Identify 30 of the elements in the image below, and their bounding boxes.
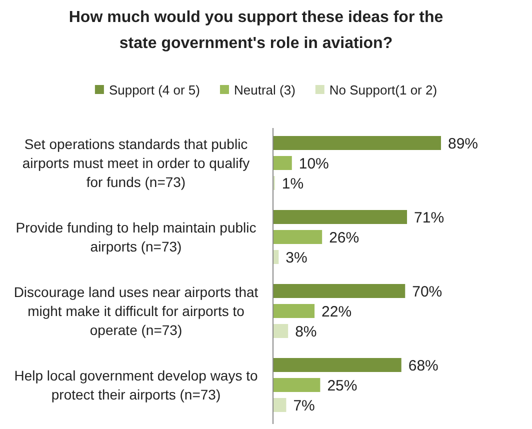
data-label: 8% bbox=[295, 323, 317, 340]
chart-title: How much would you support these ideas for the state government's role in aviation? bbox=[68, 9, 444, 52]
data-label: 3% bbox=[286, 249, 308, 266]
data-label: 7% bbox=[293, 397, 315, 414]
y-tick-label: Discourage land uses near airports that might make it difficult for airports to operate (n=73) bbox=[14, 284, 258, 338]
y-tick-label: Set operations standards that public airports must meet in order to qualify for funds (n=73) bbox=[22, 136, 250, 190]
legend-label: Neutral (3) bbox=[234, 82, 296, 98]
data-label: 25% bbox=[327, 377, 358, 394]
data-label: 26% bbox=[329, 229, 360, 246]
bar bbox=[273, 304, 315, 318]
bar bbox=[273, 324, 288, 338]
bar bbox=[273, 284, 406, 298]
legend-label: Support (4 or 5) bbox=[108, 82, 200, 98]
legend-label: No Support(1 or 2) bbox=[329, 82, 438, 98]
data-label: 10% bbox=[298, 155, 329, 172]
data-label: 68% bbox=[408, 357, 438, 374]
bar bbox=[273, 156, 292, 170]
bar bbox=[273, 358, 402, 372]
data-label: 70% bbox=[412, 283, 442, 300]
y-tick-label: Help local government develop ways to protect their airports (n=73) bbox=[14, 367, 258, 402]
data-label: 89% bbox=[448, 135, 478, 152]
bar bbox=[273, 136, 441, 150]
data-label: 22% bbox=[322, 303, 352, 320]
bar bbox=[273, 398, 286, 412]
bar bbox=[273, 230, 322, 244]
data-label: 1% bbox=[282, 175, 304, 192]
y-tick-label: Provide funding to help maintain public airports (n=73) bbox=[16, 219, 256, 254]
data-label: 71% bbox=[414, 209, 444, 226]
bar bbox=[273, 210, 408, 224]
bar bbox=[273, 378, 320, 392]
